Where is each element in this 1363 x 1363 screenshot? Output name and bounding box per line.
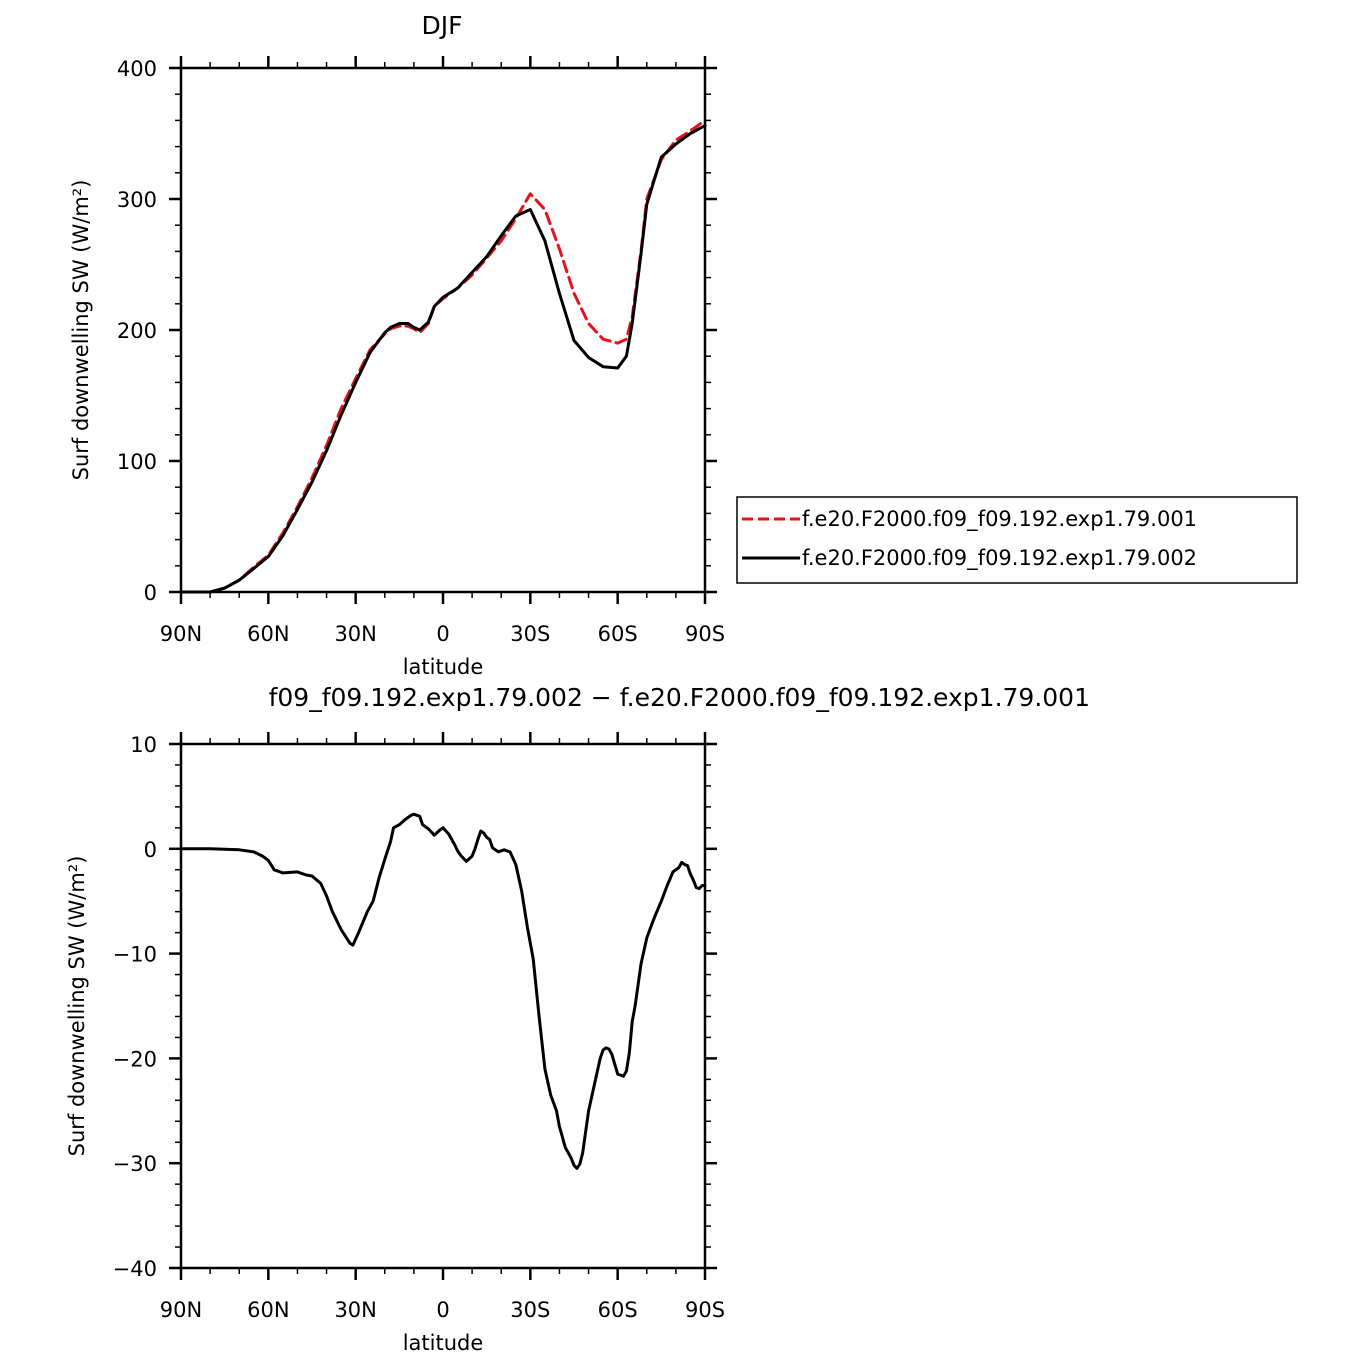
top-x-tick-label: 0 <box>436 622 449 646</box>
bottom-x-tick-label: 30N <box>334 1298 376 1322</box>
bottom-y-tick-label: −20 <box>113 1047 157 1071</box>
bottom-y-tick-label: 0 <box>144 838 157 862</box>
top-chart-title: DJF <box>421 11 462 40</box>
top-x-tick-label: 30S <box>510 622 550 646</box>
bottom-x-tick-label: 60S <box>598 1298 638 1322</box>
top-chart: DJF 0 100 200 300 400 90N 60N 30N 0 30S 60S 90S la… <box>69 11 725 679</box>
top-y-tick-label: 200 <box>117 319 157 343</box>
top-x-tick-label: 30N <box>334 622 376 646</box>
bottom-chart: f09_f09.192.exp1.79.002 − f.e20.F2000.f0… <box>65 683 1090 1355</box>
top-chart-legend: f.e20.F2000.f09_f09.192.exp1.79.001 f.e2… <box>736 496 1298 584</box>
top-y-tick-label: 400 <box>117 57 157 81</box>
top-chart-ylabel: Surf downwelling SW (W/m²) <box>69 180 93 481</box>
bottom-chart-y-tick-labels: −40 −30 −20 −10 0 10 <box>113 733 157 1281</box>
top-x-tick-label: 90N <box>160 622 202 646</box>
bottom-chart-frame <box>179 742 707 1270</box>
top-chart-x-tick-labels: 90N 60N 30N 0 30S 60S 90S <box>160 622 725 646</box>
top-chart-y-tick-labels: 0 100 200 300 400 <box>117 57 157 605</box>
bottom-y-tick-label: −30 <box>113 1152 157 1176</box>
legend-label-series-2: f.e20.F2000.f09_f09.192.exp1.79.002 <box>802 546 1197 571</box>
top-series-line-2 <box>179 124 707 594</box>
top-chart-ticks <box>169 56 717 604</box>
top-x-tick-label: 60N <box>247 622 289 646</box>
bottom-chart-ylabel: Surf downwelling SW (W/m²) <box>65 856 89 1157</box>
top-chart-xlabel: latitude <box>403 655 484 679</box>
top-y-tick-label: 300 <box>117 188 157 212</box>
bottom-chart-series <box>179 812 707 1170</box>
legend-label-series-1: f.e20.F2000.f09_f09.192.exp1.79.001 <box>802 507 1197 532</box>
bottom-y-tick-label: 10 <box>130 733 157 757</box>
bottom-chart-xlabel: latitude <box>403 1331 484 1355</box>
bottom-series-line-1 <box>179 812 707 1170</box>
bottom-chart-x-tick-labels: 90N 60N 30N 0 30S 60S 90S <box>160 1298 725 1322</box>
bottom-x-tick-label: 30S <box>510 1298 550 1322</box>
bottom-x-tick-label: 60N <box>247 1298 289 1322</box>
top-chart-frame <box>179 66 707 594</box>
bottom-chart-title: f09_f09.192.exp1.79.002 − f.e20.F2000.f0… <box>269 683 1090 712</box>
bottom-y-tick-label: −40 <box>113 1257 157 1281</box>
top-y-tick-label: 0 <box>144 581 157 605</box>
top-y-tick-label: 100 <box>117 450 157 474</box>
top-x-tick-label: 60S <box>598 622 638 646</box>
top-x-tick-label: 90S <box>685 622 725 646</box>
top-chart-series <box>179 118 707 594</box>
bottom-y-tick-label: −10 <box>113 943 157 967</box>
bottom-x-tick-label: 0 <box>436 1298 449 1322</box>
legend-box <box>736 496 1298 584</box>
bottom-x-tick-label: 90N <box>160 1298 202 1322</box>
bottom-x-tick-label: 90S <box>685 1298 725 1322</box>
